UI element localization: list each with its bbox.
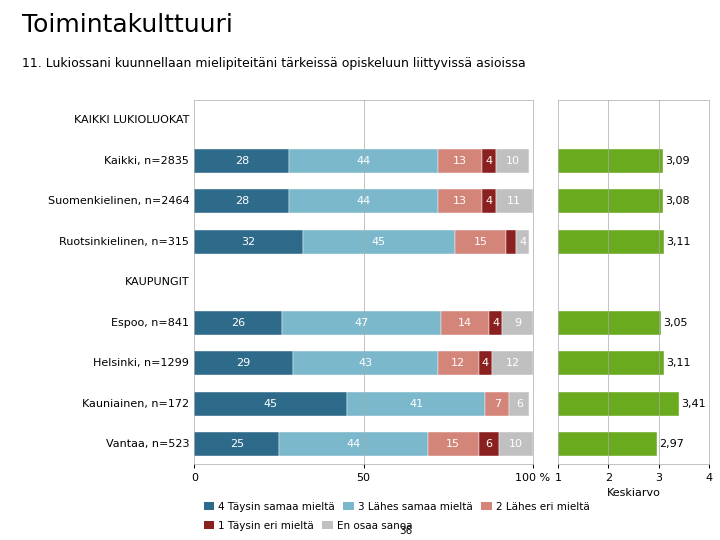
Text: 44: 44 (356, 196, 371, 206)
Text: 28: 28 (235, 196, 249, 206)
Bar (194, 392, 347, 416)
Text: Kaikki, n=2835: Kaikki, n=2835 (104, 156, 189, 166)
Text: 43: 43 (359, 358, 372, 368)
Bar (479, 432, 499, 456)
Text: 44: 44 (356, 156, 371, 166)
Text: 44: 44 (346, 439, 361, 449)
Bar (292, 351, 438, 375)
Bar (558, 310, 662, 335)
Text: 4: 4 (519, 237, 526, 247)
Bar (558, 432, 657, 456)
Text: 4: 4 (485, 196, 492, 206)
Bar (282, 310, 441, 335)
Text: 11. Lukiossani kuunnellaan mielipiteitäni tärkeissä opiskeluun liittyvissä asioi: 11. Lukiossani kuunnellaan mielipiteitän… (22, 57, 526, 70)
Bar (194, 351, 292, 375)
Bar (455, 230, 505, 254)
Bar (194, 189, 289, 213)
Bar (289, 189, 438, 213)
Text: Toimintakulttuuri: Toimintakulttuuri (22, 14, 233, 37)
Bar (503, 310, 533, 335)
Text: Suomenkielinen, n=2464: Suomenkielinen, n=2464 (48, 196, 189, 206)
Text: Helsinki, n=1299: Helsinki, n=1299 (94, 358, 189, 368)
Bar (492, 351, 533, 375)
Text: KAIKKI LUKIOLUOKAT: KAIKKI LUKIOLUOKAT (74, 115, 189, 125)
Bar (489, 310, 503, 335)
Text: 47: 47 (355, 318, 369, 328)
Text: Espoo, n=841: Espoo, n=841 (112, 318, 189, 328)
Text: 12: 12 (451, 358, 465, 368)
Text: 41: 41 (409, 399, 423, 409)
Text: 3,11: 3,11 (667, 358, 691, 368)
Text: Vantaa, n=523: Vantaa, n=523 (106, 439, 189, 449)
Text: 45: 45 (372, 237, 386, 247)
Bar (495, 148, 529, 173)
Text: 25: 25 (230, 439, 244, 449)
Bar (558, 351, 665, 375)
Text: 11: 11 (507, 196, 521, 206)
Bar (194, 148, 289, 173)
Text: 10: 10 (509, 439, 523, 449)
Bar (558, 189, 663, 213)
Bar (499, 432, 533, 456)
Bar (438, 148, 482, 173)
Legend: 1 Täysin eri mieltä, En osaa sanoa: 1 Täysin eri mieltä, En osaa sanoa (199, 516, 417, 535)
Text: 28: 28 (235, 156, 249, 166)
Text: 14: 14 (458, 318, 472, 328)
Text: 4: 4 (485, 156, 492, 166)
Bar (558, 230, 665, 254)
Text: 6: 6 (516, 399, 523, 409)
Bar (289, 148, 438, 173)
Bar (479, 351, 492, 375)
Text: 4: 4 (492, 318, 499, 328)
Bar (347, 392, 485, 416)
Text: Kauniainen, n=172: Kauniainen, n=172 (82, 399, 189, 409)
Text: 32: 32 (241, 237, 256, 247)
Text: KAUPUNGIT: KAUPUNGIT (125, 277, 189, 287)
Bar (509, 392, 529, 416)
Legend: 4 Täysin samaa mieltä, 3 Lähes samaa mieltä, 2 Lähes eri mieltä: 4 Täysin samaa mieltä, 3 Lähes samaa mie… (199, 497, 593, 516)
Text: 7: 7 (494, 399, 501, 409)
Text: 29: 29 (236, 358, 251, 368)
Text: 3,11: 3,11 (667, 237, 691, 247)
Bar (194, 230, 302, 254)
Text: 3,09: 3,09 (665, 156, 690, 166)
Bar (438, 189, 482, 213)
Text: 9: 9 (514, 318, 521, 328)
Bar (302, 230, 455, 254)
Text: 26: 26 (231, 318, 246, 328)
Text: Ruotsinkielinen, n=315: Ruotsinkielinen, n=315 (60, 237, 189, 247)
Bar (516, 230, 529, 254)
Text: 2,97: 2,97 (660, 439, 684, 449)
Text: 13: 13 (453, 156, 467, 166)
Text: 45: 45 (264, 399, 278, 409)
Bar (441, 310, 489, 335)
Bar (482, 148, 495, 173)
Bar (428, 432, 479, 456)
Bar (194, 310, 282, 335)
Text: 15: 15 (446, 439, 460, 449)
Bar (485, 392, 509, 416)
Text: 3,41: 3,41 (681, 399, 706, 409)
Bar (279, 432, 428, 456)
Bar (482, 189, 495, 213)
Text: 3,08: 3,08 (665, 196, 690, 206)
Text: 15: 15 (473, 237, 487, 247)
Text: 12: 12 (505, 358, 520, 368)
Bar (558, 392, 680, 416)
Text: 3,05: 3,05 (663, 318, 688, 328)
Bar (505, 230, 516, 254)
Text: 36: 36 (400, 525, 413, 536)
Text: 4: 4 (482, 358, 489, 368)
Text: 10: 10 (505, 156, 520, 166)
Text: 6: 6 (485, 439, 492, 449)
Bar (495, 189, 533, 213)
Text: 13: 13 (453, 196, 467, 206)
X-axis label: Keskiarvo: Keskiarvo (607, 488, 660, 497)
Bar (558, 148, 663, 173)
Bar (194, 432, 279, 456)
Bar (438, 351, 479, 375)
